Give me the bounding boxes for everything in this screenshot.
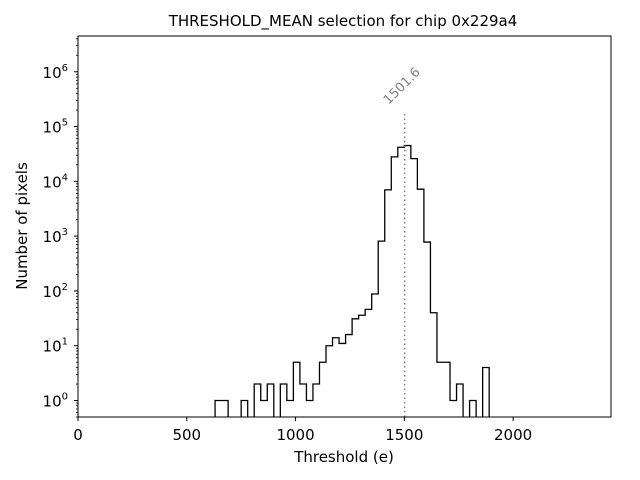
chart-title: THRESHOLD_MEAN selection for chip 0x229a… [168,12,518,31]
y-tick-label: 103 [43,227,68,246]
histogram-step-line [214,144,490,417]
x-tick-label: 1500 [385,426,423,444]
mean-marker-label: 1501.6 [381,65,424,108]
y-tick-label: 100 [43,392,68,411]
plot-area: 1501.6 [214,65,490,417]
y-axis-label: Number of pixels [13,162,31,290]
y-tick-label: 101 [43,337,68,356]
x-tick-label: 1000 [276,426,314,444]
x-axis: 0 500 1000 1500 2000 [73,417,532,444]
y-tick-label: 106 [43,63,68,82]
x-tick-label: 500 [172,426,201,444]
y-tick-label: 102 [43,282,68,301]
y-tick-label: 105 [43,118,68,137]
y-tick-label: 104 [43,172,68,191]
x-tick-label: 2000 [494,426,532,444]
x-axis-label: Threshold (e) [293,448,394,466]
y-axis: 100 101 102 103 104 105 106 [43,38,78,418]
plot-frame [77,35,612,418]
x-tick-label: 0 [73,426,83,444]
